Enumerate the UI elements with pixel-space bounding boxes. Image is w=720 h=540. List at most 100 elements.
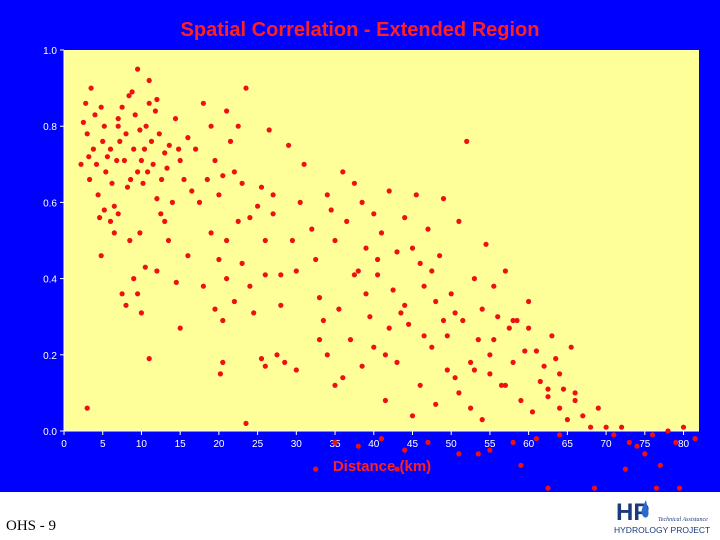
data-point xyxy=(158,211,164,217)
data-point xyxy=(255,203,261,209)
data-point xyxy=(235,218,241,224)
data-point xyxy=(518,462,524,468)
data-point xyxy=(84,405,90,411)
x-tick-label: 25 xyxy=(252,439,264,450)
data-point xyxy=(154,96,160,103)
data-point xyxy=(262,237,268,244)
data-point xyxy=(189,188,195,194)
data-point xyxy=(104,154,110,160)
data-point xyxy=(107,146,114,152)
data-point xyxy=(166,142,172,148)
data-point xyxy=(115,211,121,217)
y-tick-label: 1.0 xyxy=(43,46,57,57)
data-point xyxy=(351,272,357,278)
data-point xyxy=(510,317,516,324)
data-point xyxy=(502,382,508,388)
data-point xyxy=(588,424,594,430)
data-point xyxy=(355,268,361,274)
data-point xyxy=(433,298,439,305)
slide-number-label: OHS - 9 xyxy=(6,518,57,534)
data-point xyxy=(282,359,288,365)
data-point xyxy=(475,451,481,457)
data-point xyxy=(545,485,551,491)
y-tick-label: 0.2 xyxy=(43,351,57,362)
data-point xyxy=(657,462,663,468)
data-point xyxy=(173,279,179,285)
data-point xyxy=(649,432,656,438)
data-point xyxy=(111,203,117,209)
data-point xyxy=(216,256,222,263)
x-tick-label: 40 xyxy=(368,439,380,450)
data-point xyxy=(456,218,462,224)
data-point xyxy=(526,325,532,331)
data-point xyxy=(93,161,100,167)
y-tick-label: 0.6 xyxy=(43,198,57,209)
x-tick-label: 65 xyxy=(562,439,574,450)
data-point xyxy=(129,89,135,95)
y-tick-label: 0.0 xyxy=(43,427,57,438)
x-tick-label: 0 xyxy=(61,439,67,450)
data-point xyxy=(123,302,129,308)
data-point xyxy=(595,405,601,411)
data-point xyxy=(185,135,191,141)
y-tick-label: 0.8 xyxy=(43,122,57,133)
data-point xyxy=(83,100,89,106)
data-point xyxy=(164,165,170,171)
chart-title: Spatial Correlation - Extended Region xyxy=(180,19,540,41)
data-point xyxy=(101,123,107,129)
data-point xyxy=(127,237,133,244)
data-point xyxy=(402,447,408,453)
data-point xyxy=(208,123,214,129)
data-point xyxy=(115,123,121,129)
data-point xyxy=(402,215,408,221)
data-point xyxy=(514,317,520,324)
data-point xyxy=(262,272,268,278)
data-point xyxy=(146,356,152,362)
data-point xyxy=(553,356,559,362)
data-point xyxy=(98,104,104,110)
data-point xyxy=(177,325,183,331)
data-point xyxy=(169,199,175,205)
data-point xyxy=(193,146,199,152)
data-point xyxy=(243,85,249,91)
data-point xyxy=(340,375,346,381)
data-point xyxy=(162,218,168,224)
data-point xyxy=(258,356,265,362)
data-point xyxy=(336,306,342,312)
x-tick-label: 60 xyxy=(523,439,535,450)
data-point xyxy=(386,188,392,194)
data-point xyxy=(382,397,388,404)
data-point xyxy=(316,337,323,343)
data-point xyxy=(278,302,284,308)
data-point xyxy=(138,157,144,164)
data-point xyxy=(386,325,392,331)
data-point xyxy=(479,417,485,423)
data-point xyxy=(591,485,598,491)
data-point xyxy=(80,119,86,125)
data-point xyxy=(359,363,365,369)
data-point xyxy=(429,344,435,350)
data-point xyxy=(124,184,131,190)
data-point xyxy=(545,394,551,400)
data-point xyxy=(266,127,272,133)
x-tick-label: 55 xyxy=(484,439,496,450)
data-point xyxy=(634,443,640,449)
data-point xyxy=(138,310,144,316)
data-point xyxy=(332,439,338,445)
data-point xyxy=(270,211,276,217)
data-point xyxy=(208,230,214,236)
data-point xyxy=(673,439,679,445)
data-point xyxy=(382,352,388,358)
data-point xyxy=(332,237,338,244)
data-point xyxy=(456,390,462,396)
data-point xyxy=(243,420,249,426)
data-point xyxy=(371,344,377,350)
x-tick-label: 5 xyxy=(100,439,106,450)
data-point xyxy=(95,192,101,198)
data-point xyxy=(324,192,330,198)
data-point xyxy=(425,439,431,445)
data-point xyxy=(483,241,489,247)
data-point xyxy=(564,417,571,423)
data-point xyxy=(146,100,152,106)
data-point xyxy=(309,226,315,232)
